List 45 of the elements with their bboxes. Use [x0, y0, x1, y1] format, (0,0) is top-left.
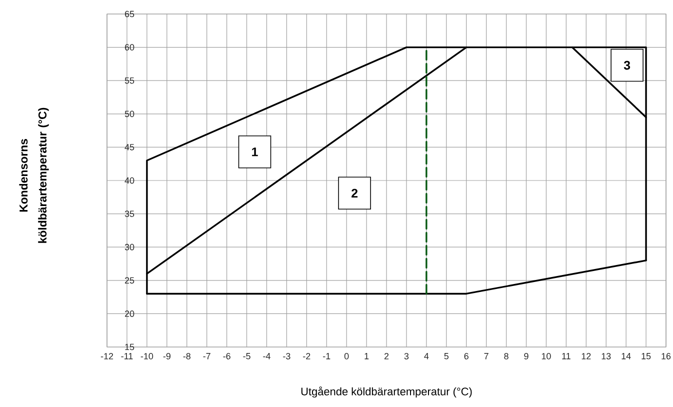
x-tick-label: 7 — [484, 353, 488, 360]
x-tick-label: -5 — [243, 353, 250, 360]
x-tick-label: -7 — [203, 353, 210, 360]
y-tick-label: 45 — [124, 144, 134, 150]
y-tick-label: 40 — [124, 177, 134, 184]
annotation: 2 — [352, 188, 358, 198]
x-tick-label: -6 — [223, 353, 230, 360]
x-tick-label: 9 — [524, 353, 528, 360]
x-tick-label: 15 — [642, 353, 651, 360]
y-axis-title: Kondensorns köldbärartemperatur (°C) — [19, 108, 49, 243]
x-tick-label: -8 — [183, 353, 190, 360]
x-tick-label: -4 — [263, 353, 270, 360]
y-tick-label: 65 — [124, 10, 134, 18]
x-axis-title: Utgående köldbärartemperatur (°C) — [301, 386, 472, 398]
x-tick-label: 2 — [384, 353, 389, 360]
y-tick-label: 15 — [125, 344, 134, 350]
x-tick-label: 10 — [542, 353, 551, 360]
annotation: 1 — [252, 148, 258, 156]
y-tick-label: 30 — [124, 244, 134, 250]
x-tick-label: 3 — [404, 353, 409, 360]
x-tick-label: 14 — [622, 353, 631, 360]
y-tick-label: 60 — [124, 44, 134, 50]
y-tick-label: 25 — [124, 277, 134, 284]
x-tick-label: -10 — [140, 353, 154, 360]
x-tick-label: -12 — [100, 353, 114, 360]
x-tick-label: 1 — [364, 353, 369, 360]
x-tick-label: -9 — [163, 353, 170, 360]
x-tick-label: 8 — [504, 353, 508, 360]
x-tick-label: 5 — [444, 353, 449, 360]
y-tick-label: 50 — [124, 110, 134, 118]
x-tick-label: -2 — [303, 353, 310, 360]
x-tick-label: 0 — [344, 353, 349, 360]
x-tick-label: 13 — [602, 353, 611, 360]
x-tick-label: 4 — [424, 353, 429, 360]
x-tick-label: 11 — [562, 353, 570, 360]
x-tick-label: 16 — [662, 353, 671, 360]
x-tick-label: -3 — [283, 353, 290, 360]
x-tick-label: 6 — [464, 353, 468, 360]
x-tick-label: -11 — [121, 353, 133, 360]
y-tick-label: 35 — [124, 210, 134, 217]
y-tick-label: 20 — [124, 310, 134, 317]
y-tick-label: 55 — [124, 77, 134, 84]
annotation: 3 — [624, 60, 630, 70]
x-tick-label: -1 — [323, 353, 330, 360]
x-tick-label: 12 — [582, 353, 591, 360]
